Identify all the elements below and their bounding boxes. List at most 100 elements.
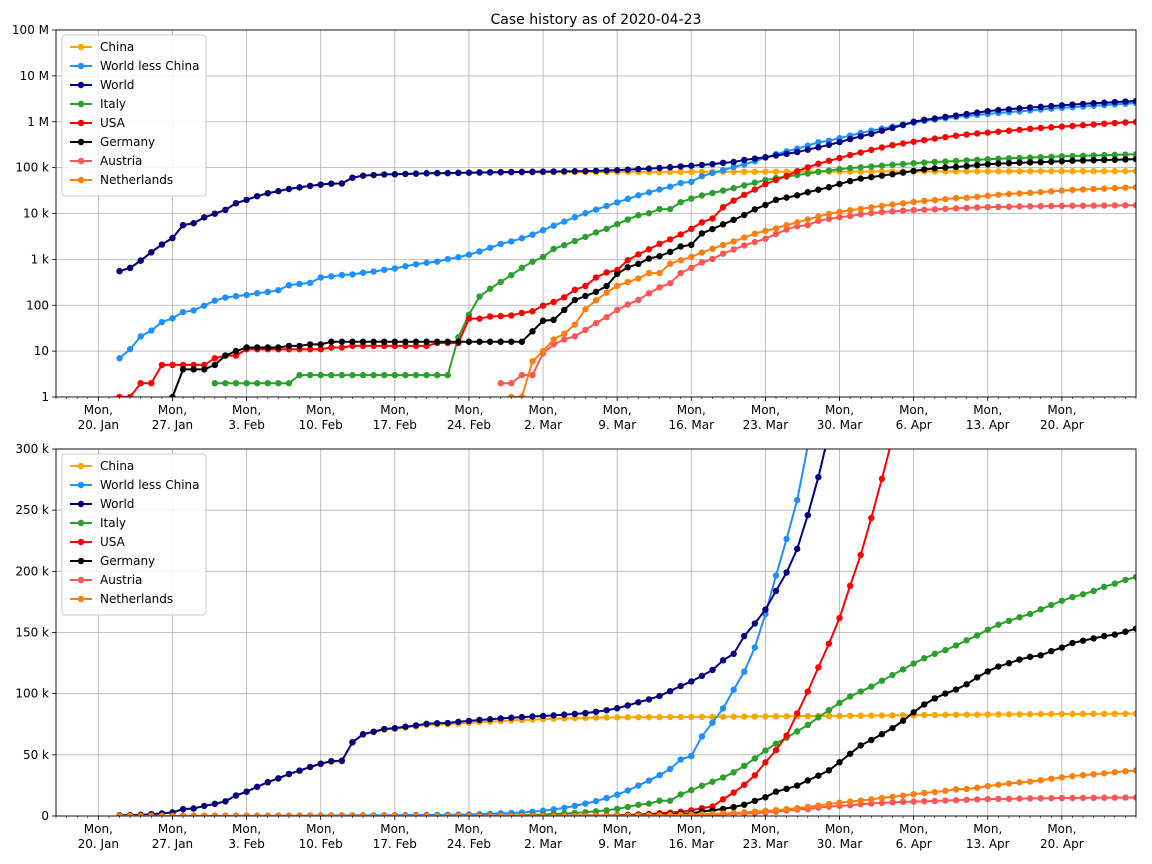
data-point bbox=[1101, 151, 1108, 159]
data-point bbox=[868, 736, 875, 744]
data-point bbox=[635, 699, 642, 706]
data-point bbox=[402, 338, 409, 345]
data-point bbox=[666, 765, 674, 773]
x-tick-label: Mon, 23. Mar bbox=[743, 403, 789, 432]
data-point bbox=[868, 209, 875, 217]
data-point bbox=[264, 190, 271, 197]
data-point bbox=[666, 205, 674, 213]
data-point bbox=[899, 169, 907, 176]
data-point bbox=[1132, 767, 1136, 774]
data-point bbox=[645, 255, 653, 262]
data-point bbox=[465, 315, 473, 322]
data-point bbox=[529, 168, 536, 175]
data-point bbox=[995, 69, 1001, 75]
plot-area bbox=[116, 97, 1136, 397]
data-point bbox=[529, 713, 536, 720]
data-point bbox=[338, 271, 346, 279]
data-point bbox=[476, 812, 483, 816]
data-point bbox=[179, 308, 187, 316]
data-point bbox=[910, 207, 917, 214]
data-point bbox=[624, 803, 631, 811]
data-point bbox=[529, 231, 536, 238]
data-point bbox=[253, 192, 261, 200]
data-point bbox=[222, 812, 229, 816]
data-point bbox=[858, 117, 864, 123]
data-point bbox=[328, 757, 335, 765]
data-point bbox=[433, 169, 441, 177]
data-point bbox=[1037, 710, 1044, 718]
data-point bbox=[1026, 610, 1034, 618]
data-point bbox=[656, 186, 663, 193]
data-point bbox=[423, 371, 430, 379]
data-point bbox=[846, 151, 854, 159]
data-point bbox=[730, 803, 737, 811]
data-point bbox=[688, 264, 695, 272]
data-point bbox=[677, 243, 684, 250]
data-point bbox=[391, 812, 399, 816]
data-point bbox=[381, 371, 388, 379]
data-point bbox=[804, 221, 811, 229]
data-point bbox=[677, 231, 684, 238]
legend-marker bbox=[77, 119, 85, 127]
data-point bbox=[1069, 152, 1076, 160]
chart-title: Case history as of 2020-04-23 bbox=[491, 12, 702, 28]
data-point bbox=[677, 163, 684, 170]
data-point bbox=[306, 279, 314, 287]
x-tick-label-line: 17. Feb bbox=[373, 418, 417, 432]
data-point bbox=[793, 804, 801, 812]
x-tick-label-line: 20. Jan bbox=[78, 418, 119, 432]
data-point bbox=[815, 664, 822, 671]
legend: China World less China World Italy USA German… bbox=[61, 453, 207, 616]
data-point bbox=[497, 379, 504, 387]
data-point bbox=[1132, 202, 1136, 209]
data-point bbox=[836, 214, 843, 221]
data-point bbox=[148, 379, 155, 387]
data-point bbox=[698, 219, 706, 226]
data-point bbox=[804, 777, 811, 784]
data-point bbox=[730, 686, 737, 693]
data-point bbox=[751, 186, 759, 193]
data-point bbox=[1037, 153, 1044, 161]
x-tick-label-line: 6. Apr bbox=[896, 418, 932, 432]
data-point bbox=[1090, 587, 1097, 595]
data-point bbox=[878, 202, 886, 210]
x-tick-label-line: 2. Mar bbox=[524, 418, 562, 432]
data-point bbox=[508, 714, 515, 721]
data-point bbox=[719, 810, 727, 816]
data-point bbox=[762, 759, 769, 766]
x-tick-label: Mon, 20. Apr bbox=[1040, 822, 1084, 851]
data-point bbox=[603, 225, 610, 233]
data-point bbox=[698, 733, 706, 740]
data-point bbox=[836, 138, 843, 146]
data-point bbox=[1122, 710, 1129, 717]
data-point bbox=[921, 789, 928, 797]
data-point bbox=[688, 752, 695, 760]
data-point bbox=[1058, 153, 1066, 160]
data-point bbox=[910, 138, 917, 145]
data-point bbox=[857, 551, 864, 559]
data-point bbox=[444, 169, 451, 177]
data-point bbox=[1090, 168, 1097, 175]
x-tick-label: Mon, 6. Apr bbox=[896, 403, 932, 432]
data-point bbox=[1143, 710, 1149, 716]
data-point bbox=[719, 187, 727, 194]
data-point bbox=[561, 242, 568, 249]
x-tick-label: Mon, 24. Feb bbox=[447, 822, 491, 851]
data-point bbox=[1069, 710, 1076, 718]
data-point bbox=[878, 677, 886, 684]
data-point bbox=[613, 805, 621, 813]
data-point bbox=[264, 778, 271, 786]
data-point bbox=[666, 811, 674, 816]
data-point bbox=[973, 109, 981, 116]
data-point bbox=[1048, 794, 1055, 802]
data-point bbox=[772, 572, 780, 579]
data-point bbox=[995, 155, 1002, 162]
data-point bbox=[1111, 580, 1119, 587]
data-point bbox=[1069, 772, 1076, 780]
data-point bbox=[1037, 795, 1044, 802]
data-point bbox=[889, 793, 896, 800]
data-point bbox=[349, 338, 356, 345]
data-point bbox=[741, 191, 748, 199]
data-point bbox=[1101, 202, 1108, 209]
data-point bbox=[1132, 573, 1136, 581]
